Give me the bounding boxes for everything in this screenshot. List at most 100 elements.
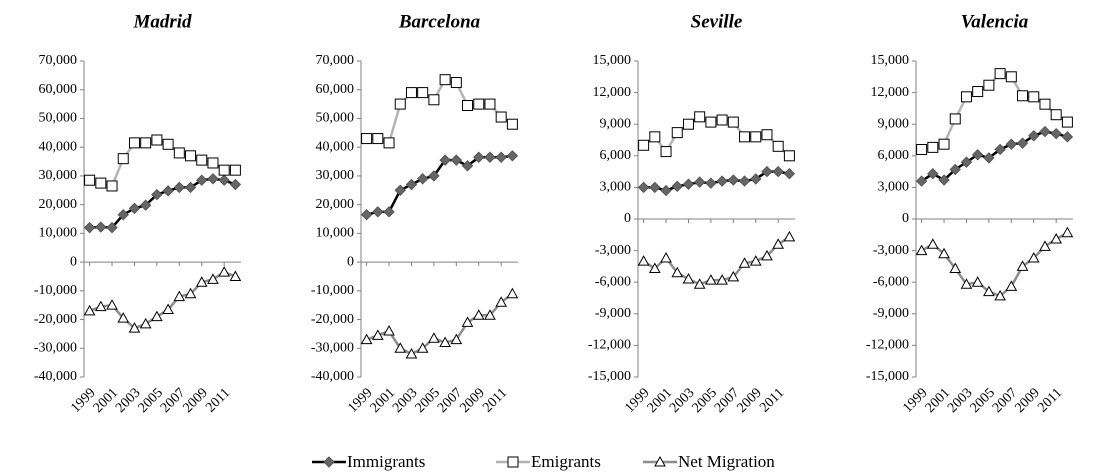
chart-title: Seville	[691, 11, 743, 32]
marker	[218, 164, 230, 176]
marker	[783, 230, 796, 242]
marker	[495, 296, 508, 307]
marker	[716, 274, 728, 285]
marker	[229, 270, 242, 281]
chart-title: Valencia	[961, 11, 1029, 32]
y-tick-label: 15,000	[871, 53, 910, 68]
marker	[473, 151, 485, 163]
series-line	[921, 72, 1069, 151]
marker	[394, 184, 406, 196]
marker	[682, 118, 694, 130]
marker	[693, 278, 706, 289]
marker	[1050, 232, 1063, 244]
marker	[738, 257, 751, 268]
marker	[173, 181, 186, 194]
marker	[139, 317, 152, 329]
marker	[1028, 91, 1040, 103]
y-tick-label: 70,000	[316, 53, 355, 68]
marker	[495, 111, 507, 123]
marker	[960, 278, 973, 289]
marker	[383, 137, 395, 149]
marker	[983, 152, 995, 164]
y-tick-label: 40,000	[316, 139, 355, 154]
y-tick-label: 60,000	[316, 82, 355, 97]
marker	[783, 167, 796, 180]
legend-label: Immigrants	[347, 452, 425, 471]
y-tick-label: 70,000	[39, 53, 78, 68]
y-tick-label: 3,000	[878, 180, 910, 195]
marker	[716, 175, 728, 187]
marker	[416, 342, 429, 353]
marker	[1039, 98, 1051, 110]
marker	[671, 180, 683, 193]
marker	[1061, 226, 1074, 238]
marker	[495, 151, 507, 163]
marker	[638, 139, 650, 151]
marker	[372, 133, 384, 145]
marker	[637, 181, 650, 194]
marker	[450, 77, 462, 89]
marker	[772, 165, 784, 178]
marker	[450, 333, 463, 345]
marker	[983, 79, 995, 91]
marker	[196, 174, 208, 186]
y-tick-label: 50,000	[39, 111, 78, 126]
y-tick-label: 40,000	[39, 139, 78, 154]
marker	[117, 208, 129, 221]
marker	[671, 127, 683, 139]
marker	[727, 116, 739, 128]
marker	[473, 98, 485, 110]
y-tick-label: 60,000	[39, 82, 78, 97]
marker	[1039, 125, 1051, 138]
marker	[693, 176, 706, 188]
marker	[761, 129, 773, 141]
marker	[1005, 71, 1017, 83]
marker	[207, 273, 219, 284]
marker	[185, 150, 197, 162]
marker	[949, 163, 961, 176]
marker	[750, 173, 762, 185]
marker	[682, 178, 695, 190]
marker	[428, 170, 440, 182]
marker	[128, 202, 141, 215]
x-tick-label: 2011	[203, 385, 233, 415]
marker	[106, 221, 118, 234]
chart-title: Barcelona	[398, 11, 481, 32]
y-tick-label: 15,000	[593, 53, 632, 68]
marker	[938, 138, 950, 150]
y-tick-label: 0	[624, 211, 631, 226]
marker	[83, 304, 96, 316]
legend-marker	[507, 456, 519, 468]
y-tick-label: -9,000	[595, 306, 631, 321]
marker	[971, 149, 984, 161]
marker	[1061, 131, 1074, 143]
marker	[394, 342, 407, 353]
marker	[1050, 127, 1062, 140]
marker	[162, 303, 174, 314]
marker	[461, 160, 474, 172]
marker	[506, 287, 519, 299]
marker	[218, 174, 230, 186]
marker	[1017, 90, 1029, 102]
marker	[916, 143, 928, 155]
marker	[383, 325, 395, 336]
chart-title: Madrid	[132, 11, 192, 32]
marker	[705, 177, 717, 189]
y-tick-label: -6,000	[595, 274, 631, 289]
y-tick-label: 12,000	[593, 85, 632, 100]
marker	[94, 300, 107, 312]
marker	[949, 113, 961, 125]
marker	[361, 133, 373, 145]
legend-label: Emigrants	[531, 452, 601, 471]
marker	[383, 206, 395, 218]
marker	[405, 178, 418, 191]
y-tick-label: -6,000	[873, 274, 909, 289]
y-tick-label: -40,000	[311, 369, 354, 384]
marker	[705, 274, 717, 285]
marker	[660, 251, 672, 263]
marker	[694, 111, 706, 123]
marker	[915, 244, 928, 256]
marker	[484, 309, 496, 320]
marker	[960, 156, 973, 168]
marker	[117, 153, 129, 165]
